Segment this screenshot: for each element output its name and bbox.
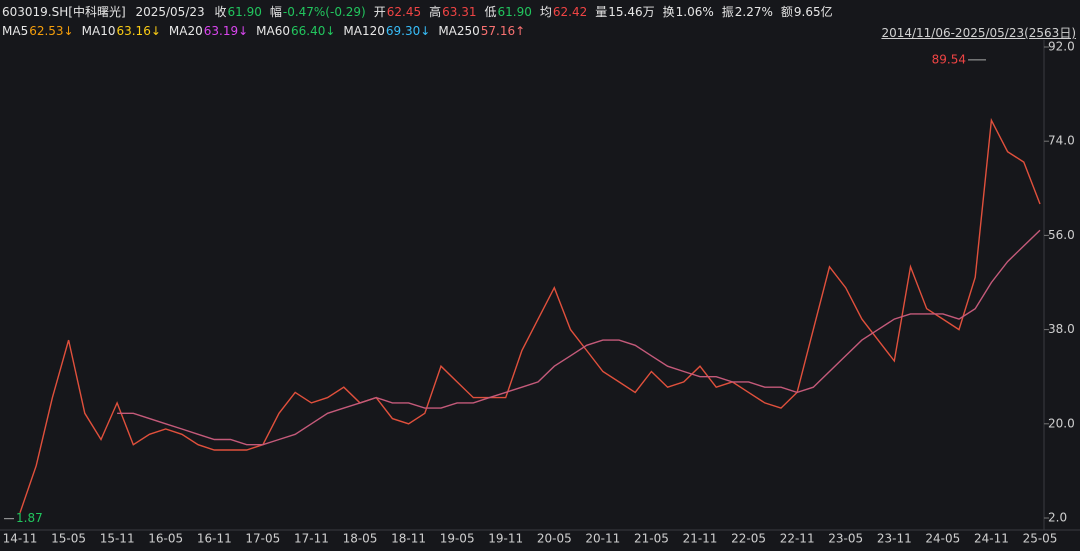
x-tick-label: 23-05 bbox=[828, 532, 863, 546]
y-tick-label: 92.0 bbox=[1048, 40, 1075, 54]
ma-value: 57.16↑ bbox=[480, 24, 526, 38]
ma-name: MA10 bbox=[81, 24, 116, 38]
ma-name: MA20 bbox=[168, 24, 203, 38]
x-tick-label: 17-05 bbox=[245, 532, 280, 546]
x-tick-label: 24-11 bbox=[974, 532, 1009, 546]
ma-value: 69.30↓ bbox=[385, 24, 431, 38]
quote-value: 62.45 bbox=[386, 5, 422, 19]
x-tick-label: 16-11 bbox=[197, 532, 232, 546]
x-tick-label: 15-11 bbox=[100, 532, 135, 546]
ma-name: MA250 bbox=[438, 24, 480, 38]
price-line bbox=[19, 117, 1041, 514]
x-tick-label: 20-11 bbox=[585, 532, 620, 546]
quote-label: 额 bbox=[780, 5, 793, 19]
ma-value: 66.40↓ bbox=[291, 24, 336, 38]
ma-value: 62.53↓ bbox=[29, 24, 74, 38]
quote-label: 低 bbox=[484, 5, 497, 19]
x-tick-label: 18-11 bbox=[391, 532, 426, 546]
x-tick-label: 23-11 bbox=[877, 532, 912, 546]
quote-value: -0.47%(-0.29) bbox=[282, 5, 366, 19]
x-tick-label: 16-05 bbox=[148, 532, 183, 546]
y-tick-label: 20.0 bbox=[1048, 416, 1075, 430]
ma-header: MA562.53↓ MA1063.16↓ MA2063.19↓ MA6066.40↓ M… bbox=[2, 24, 533, 38]
price-line bbox=[117, 229, 1041, 446]
quote-value: 9.65亿 bbox=[793, 5, 833, 19]
quote-value: 1.06% bbox=[675, 5, 714, 19]
x-tick-label: 17-11 bbox=[294, 532, 329, 546]
date-range[interactable]: 2014/11/06-2025/05/23(2563日) bbox=[881, 26, 1076, 40]
ma-name: MA60 bbox=[256, 24, 290, 38]
x-tick-label: 22-05 bbox=[731, 532, 766, 546]
quote-value: 62.42 bbox=[552, 5, 588, 19]
y-tick-label: 38.0 bbox=[1048, 322, 1075, 336]
quote-label: 收 bbox=[214, 5, 227, 19]
quote-label: 幅 bbox=[269, 5, 282, 19]
x-tick-label: 14-11 bbox=[3, 532, 38, 546]
quote-label: 开 bbox=[373, 5, 386, 19]
x-tick-label: 21-05 bbox=[634, 532, 669, 546]
x-tick-label: 21-11 bbox=[683, 532, 718, 546]
quote-value: 61.90 bbox=[497, 5, 532, 19]
quote-label: 均 bbox=[539, 5, 552, 19]
quote-value: 61.90 bbox=[227, 5, 262, 19]
quote-value: 2.27% bbox=[734, 5, 773, 19]
ma-value: 63.16↓ bbox=[116, 24, 161, 38]
quote-label: 高 bbox=[429, 5, 442, 19]
y-tick-label: 56.0 bbox=[1048, 228, 1075, 242]
stock-code: 603019.SH[中科曙光] bbox=[2, 5, 126, 19]
x-tick-label: 25-05 bbox=[1023, 532, 1058, 546]
quote-value: 63.31 bbox=[442, 5, 477, 19]
quote-label: 换 bbox=[662, 5, 675, 19]
annotation: 1.87 bbox=[16, 511, 43, 525]
x-tick-label: 20-05 bbox=[537, 532, 572, 546]
annotation: 89.54 bbox=[932, 52, 966, 66]
quote-label: 振 bbox=[721, 5, 734, 19]
ma-value: 63.19↓ bbox=[203, 24, 249, 38]
quote-label: 量 bbox=[595, 5, 608, 19]
quote-value: 15.46万 bbox=[608, 5, 655, 19]
x-tick-label: 24-05 bbox=[925, 532, 960, 546]
ma-name: MA5 bbox=[2, 24, 29, 38]
y-tick-label: 2.0 bbox=[1048, 511, 1067, 525]
quote-header: 603019.SH[中科曙光] 2025/05/23 收61.90 幅-0.47%… bbox=[2, 3, 841, 20]
x-tick-label: 19-05 bbox=[440, 532, 475, 546]
quote-date: 2025/05/23 bbox=[135, 5, 205, 19]
y-tick-label: 74.0 bbox=[1048, 134, 1075, 148]
x-tick-label: 18-05 bbox=[343, 532, 378, 546]
x-tick-label: 19-11 bbox=[488, 532, 523, 546]
x-tick-label: 22-11 bbox=[780, 532, 815, 546]
ma-name: MA120 bbox=[343, 24, 385, 38]
x-tick-label: 15-05 bbox=[51, 532, 86, 546]
